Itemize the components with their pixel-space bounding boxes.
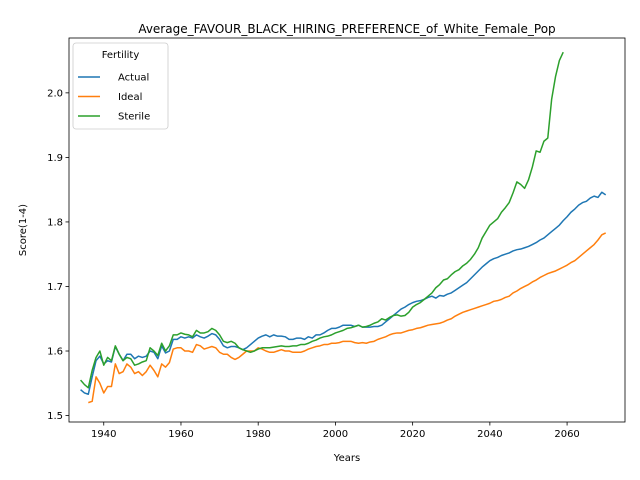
legend-box — [72, 42, 169, 130]
y-tick-label: 1.5 — [47, 411, 63, 422]
series-line-sterile — [80, 51, 564, 389]
x-tick-label: 2040 — [477, 429, 502, 440]
y-tick-label: 1.7 — [47, 282, 63, 293]
x-tick-label: 1980 — [245, 429, 270, 440]
legend: Fertility Actual Ideal Sterile — [72, 42, 169, 130]
y-tick-label: 1.6 — [47, 347, 63, 358]
y-tick-label: 1.9 — [47, 153, 63, 164]
x-tick-label: 2060 — [554, 429, 579, 440]
x-axis-label: Years — [333, 453, 360, 464]
y-tick-label: 1.8 — [47, 217, 63, 228]
legend-label-ideal: Ideal — [118, 92, 142, 103]
axes-layer: 1940 1960 1980 2000 2020 2040 2060 1.5 1.6 1.7 1.8… — [47, 88, 580, 440]
x-tick-label: 1960 — [168, 429, 193, 440]
legend-title: Fertility — [102, 50, 140, 61]
series-line-actual — [80, 191, 607, 395]
legend-entries: Actual Ideal Sterile — [78, 73, 150, 123]
x-tick-label: 2000 — [323, 429, 348, 440]
series-layer — [80, 51, 607, 404]
series-line-ideal — [88, 232, 607, 404]
legend-label-sterile: Sterile — [118, 112, 150, 123]
y-axis-label: Score(1-4) — [18, 204, 29, 256]
chart-title: Average_FAVOUR_BLACK_HIRING_PREFERENCE_o… — [138, 22, 555, 36]
legend-label-actual: Actual — [118, 73, 149, 84]
plot-frame — [68, 37, 626, 423]
y-tick-label: 2.0 — [47, 88, 63, 99]
x-tick-label: 2020 — [400, 429, 425, 440]
x-tick-label: 1940 — [91, 429, 116, 440]
